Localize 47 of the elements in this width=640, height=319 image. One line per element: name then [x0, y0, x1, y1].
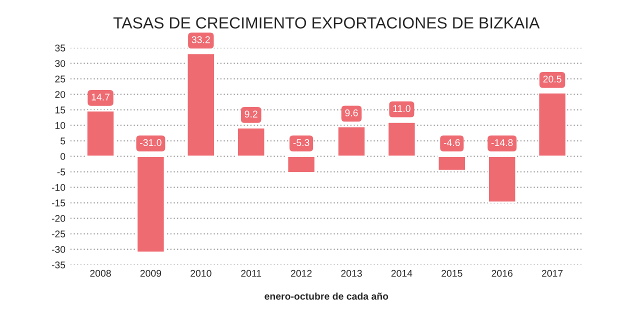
- bar: [387, 122, 416, 158]
- x-tick-label: 2015: [442, 270, 462, 277]
- chart-title: TASAS DE CRECIMIENTO EXPORTACIONES DE BIZKAIA: [113, 17, 540, 29]
- bar: [136, 156, 166, 254]
- x-tick-label: 2011: [241, 270, 262, 277]
- data-label: 33.2: [192, 36, 210, 44]
- y-tick-label: -20: [52, 215, 66, 222]
- data-label: -5.3: [293, 139, 310, 146]
- x-tick-label: 2010: [190, 270, 212, 277]
- bar: [437, 156, 466, 172]
- y-tick-label: -25: [52, 230, 66, 238]
- x-tick-label: 2013: [341, 270, 362, 277]
- y-tick-label: 30: [55, 60, 66, 67]
- y-tick-label: 5: [60, 138, 66, 144]
- bar: [86, 110, 116, 158]
- bar: [538, 92, 567, 158]
- x-tick-label: 2016: [492, 270, 512, 277]
- y-tick-label: 20: [55, 91, 66, 98]
- y-tick-label: -15: [52, 200, 66, 206]
- data-label: 9.6: [345, 109, 358, 116]
- x-tick-label: 2012: [290, 270, 312, 277]
- data-label: 11.0: [393, 105, 410, 112]
- data-label: 20.5: [543, 76, 562, 83]
- data-label: 9.2: [244, 110, 258, 118]
- y-tick-label: -30: [52, 246, 66, 253]
- bar: [337, 126, 366, 158]
- x-axis-title: enero-octubre de cada año: [264, 292, 388, 300]
- data-label: 14.7: [92, 94, 110, 100]
- x-tick-label: 2017: [542, 270, 563, 277]
- data-label: -31.0: [140, 139, 162, 146]
- bar: [236, 127, 266, 158]
- y-tick-label: 10: [55, 122, 66, 129]
- data-label: -4.6: [444, 139, 460, 146]
- data-label: -14.8: [491, 139, 513, 146]
- x-tick-label: 2009: [140, 270, 162, 277]
- bar: [186, 52, 216, 158]
- bar: [286, 156, 316, 174]
- y-tick-label: 25: [55, 76, 66, 82]
- y-tick-label: -35: [52, 262, 66, 268]
- y-tick-label: -5: [57, 168, 66, 176]
- x-tick-label: 2008: [90, 270, 111, 277]
- y-tick-label: 15: [55, 106, 66, 114]
- y-tick-label: 0: [60, 153, 66, 160]
- bar: [488, 156, 517, 203]
- y-tick-label: 35: [55, 44, 66, 52]
- y-tick-label: -10: [52, 184, 66, 191]
- x-tick-label: 2014: [391, 270, 412, 277]
